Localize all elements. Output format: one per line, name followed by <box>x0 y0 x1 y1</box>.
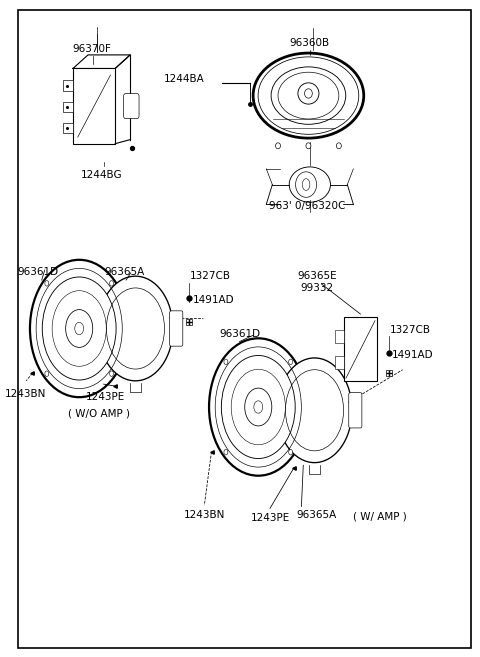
Ellipse shape <box>221 355 295 459</box>
Ellipse shape <box>109 371 114 376</box>
FancyBboxPatch shape <box>169 311 183 346</box>
Text: 1243BN: 1243BN <box>5 389 46 399</box>
Ellipse shape <box>224 359 228 365</box>
FancyBboxPatch shape <box>123 94 139 118</box>
Text: ( W/ AMP ): ( W/ AMP ) <box>353 512 407 522</box>
Text: 96365A: 96365A <box>297 510 337 520</box>
Text: 1244BA: 1244BA <box>164 74 204 83</box>
Text: ( W/O AMP ): ( W/O AMP ) <box>68 408 130 419</box>
Ellipse shape <box>42 277 116 380</box>
Bar <box>344 317 377 382</box>
Text: 1491AD: 1491AD <box>192 295 234 305</box>
Ellipse shape <box>298 83 319 104</box>
Ellipse shape <box>245 388 272 426</box>
Polygon shape <box>73 55 130 68</box>
Text: 1243PE: 1243PE <box>85 392 125 402</box>
Ellipse shape <box>98 276 173 381</box>
Ellipse shape <box>45 281 49 286</box>
Text: 96361D: 96361D <box>219 329 260 339</box>
Text: 96361D: 96361D <box>17 267 59 277</box>
Ellipse shape <box>277 358 352 463</box>
Text: 1243BN: 1243BN <box>184 510 225 520</box>
Ellipse shape <box>306 143 311 148</box>
Text: 1327CB: 1327CB <box>390 325 431 335</box>
Ellipse shape <box>109 281 114 286</box>
Ellipse shape <box>288 449 293 455</box>
FancyBboxPatch shape <box>349 393 362 428</box>
Ellipse shape <box>302 179 310 191</box>
Text: 96370F: 96370F <box>72 44 111 54</box>
Ellipse shape <box>289 167 330 202</box>
Ellipse shape <box>271 67 346 124</box>
Text: 963' 0/96320C: 963' 0/96320C <box>269 201 346 211</box>
Bar <box>63 81 73 91</box>
Ellipse shape <box>253 53 364 138</box>
Ellipse shape <box>336 143 341 148</box>
Text: 96365A: 96365A <box>105 267 145 277</box>
Ellipse shape <box>305 89 312 98</box>
Text: 99332: 99332 <box>300 283 334 293</box>
Bar <box>335 356 344 369</box>
Ellipse shape <box>296 172 317 197</box>
Ellipse shape <box>224 449 228 455</box>
Bar <box>63 102 73 112</box>
Ellipse shape <box>66 309 93 348</box>
Text: 96365E: 96365E <box>297 271 336 281</box>
Text: 96360B: 96360B <box>290 39 330 49</box>
Bar <box>335 330 344 343</box>
Text: 1244BG: 1244BG <box>81 170 122 180</box>
Ellipse shape <box>276 143 280 148</box>
Text: 1327CB: 1327CB <box>190 271 231 281</box>
Ellipse shape <box>254 401 263 413</box>
Text: 1491AD: 1491AD <box>392 350 433 360</box>
Bar <box>73 68 115 144</box>
Ellipse shape <box>209 338 308 476</box>
Text: 1243PE: 1243PE <box>252 513 290 523</box>
Bar <box>63 123 73 133</box>
Ellipse shape <box>288 359 293 365</box>
Ellipse shape <box>30 260 129 397</box>
Ellipse shape <box>45 371 49 376</box>
Ellipse shape <box>75 323 84 334</box>
